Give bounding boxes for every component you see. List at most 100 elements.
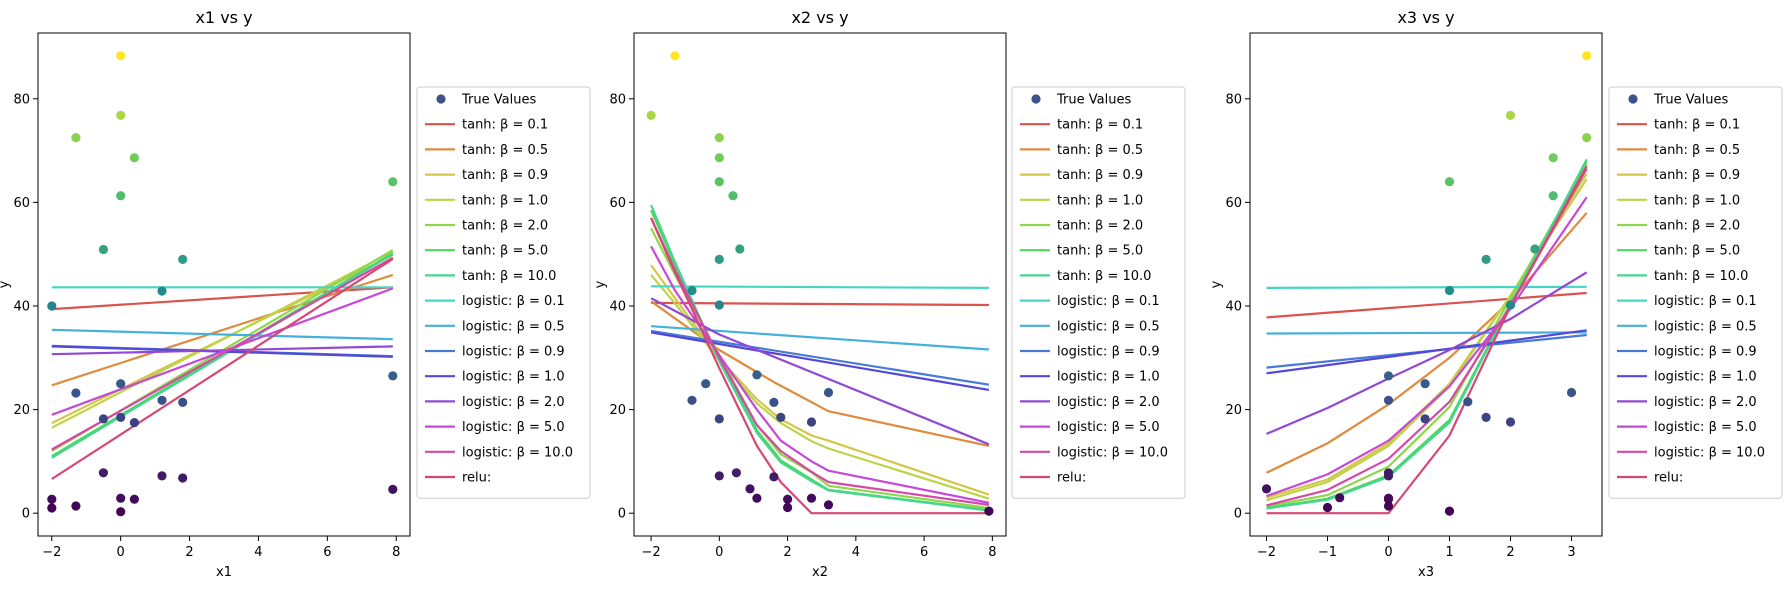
legend-entry: tanh: β = 10.0 xyxy=(1020,269,1151,284)
data-point xyxy=(984,506,994,516)
data-point xyxy=(806,417,817,427)
legend-label: logistic: β = 0.1 xyxy=(462,294,565,309)
x-axis-label: x1 xyxy=(216,565,232,580)
series-line-13 xyxy=(1266,196,1588,498)
legend-entry: tanh: β = 1.0 xyxy=(1617,193,1740,208)
data-point xyxy=(116,412,126,422)
legend-entry: logistic: β = 10.0 xyxy=(1020,445,1168,460)
y-tick-label: 20 xyxy=(609,403,626,418)
x-tick-label: 8 xyxy=(988,545,996,560)
data-point xyxy=(823,387,834,398)
legend-entry: tanh: β = 0.9 xyxy=(425,168,548,183)
data-point xyxy=(1548,191,1558,201)
axes-frame xyxy=(633,32,1007,537)
axes-frame xyxy=(37,32,411,537)
legend-label: tanh: β = 1.0 xyxy=(1057,193,1143,208)
legend-marker xyxy=(1628,94,1638,104)
data-point xyxy=(714,254,724,264)
legend-entry: logistic: β = 1.0 xyxy=(1020,370,1160,385)
series-line-2 xyxy=(51,273,394,387)
legend-label: tanh: β = 1.0 xyxy=(462,193,548,208)
legend-marker xyxy=(436,94,446,104)
legend-entry: relu: xyxy=(1020,471,1086,486)
data-point xyxy=(714,177,724,187)
data-point xyxy=(1548,153,1558,163)
y-tick-label: 40 xyxy=(13,299,30,314)
series-line-8 xyxy=(1266,285,1587,289)
legend-label: logistic: β = 2.0 xyxy=(462,395,565,410)
data-point xyxy=(71,388,81,398)
legend-entry: tanh: β = 10.0 xyxy=(1617,269,1748,284)
x-tick-label: 2 xyxy=(783,545,791,560)
series-line-4 xyxy=(51,250,394,429)
data-point xyxy=(776,412,786,422)
data-point xyxy=(783,494,793,504)
legend-entry: tanh: β = 0.9 xyxy=(1617,168,1740,183)
true-values-points xyxy=(47,51,398,517)
legend-entry: relu: xyxy=(425,471,491,486)
data-point xyxy=(388,371,398,381)
series-line-7 xyxy=(1266,158,1588,510)
legend-entry: tanh: β = 2.0 xyxy=(1020,219,1143,234)
y-axis-label: y xyxy=(593,280,608,288)
subplot-title: x2 vs y xyxy=(791,8,848,27)
data-point xyxy=(388,177,398,187)
data-point xyxy=(1420,414,1430,424)
legend-entry: logistic: β = 0.5 xyxy=(425,319,565,334)
legend-box xyxy=(416,86,591,499)
legend-label: relu: xyxy=(462,471,491,486)
true-values-points xyxy=(646,51,994,516)
legend-label: logistic: β = 10.0 xyxy=(1654,445,1765,460)
data-point xyxy=(1444,285,1455,296)
data-point xyxy=(116,493,126,503)
data-point xyxy=(745,484,755,494)
y-tick-label: 80 xyxy=(13,92,30,107)
y-axis-label: y xyxy=(1209,280,1224,288)
series-lines xyxy=(51,249,394,480)
data-point xyxy=(1322,502,1333,513)
series-line-14 xyxy=(650,217,990,506)
data-point xyxy=(806,493,817,503)
legend-label: tanh: β = 0.1 xyxy=(462,118,548,133)
data-point xyxy=(1582,51,1592,61)
legend-entry: logistic: β = 2.0 xyxy=(1020,395,1160,410)
legend-label: logistic: β = 0.1 xyxy=(1057,294,1160,309)
x-tick-label: −2 xyxy=(641,545,660,560)
series-line-9 xyxy=(51,328,393,341)
data-point xyxy=(116,379,126,389)
data-point xyxy=(178,473,188,483)
legend-label: relu: xyxy=(1654,471,1683,486)
series-line-12 xyxy=(650,297,990,446)
series-line-4 xyxy=(650,274,990,500)
legend-label: logistic: β = 0.5 xyxy=(462,319,565,334)
legend-entry: tanh: β = 0.5 xyxy=(425,143,548,158)
data-point xyxy=(98,414,108,424)
data-point xyxy=(783,502,793,513)
series-line-11 xyxy=(650,331,990,391)
data-point xyxy=(769,397,779,407)
legend-entry: tanh: β = 0.1 xyxy=(1020,118,1143,133)
legend-label: tanh: β = 0.9 xyxy=(1057,168,1143,183)
x-tick-label: 4 xyxy=(852,545,860,560)
legend-entry: logistic: β = 5.0 xyxy=(1020,420,1160,435)
y-tick-label: 0 xyxy=(22,507,30,522)
data-point xyxy=(157,395,167,405)
series-line-15 xyxy=(1266,165,1588,515)
data-point xyxy=(1505,300,1516,310)
x-tick-label: 4 xyxy=(254,545,262,560)
data-point xyxy=(129,153,139,163)
legend-entry: logistic: β = 1.0 xyxy=(1617,370,1757,385)
data-point xyxy=(714,153,724,163)
legend-label: tanh: β = 0.5 xyxy=(462,143,548,158)
x-axis-label: x3 xyxy=(1418,565,1434,580)
legend-entry: logistic: β = 0.9 xyxy=(1020,345,1160,360)
data-point xyxy=(728,191,738,201)
legend-entry: tanh: β = 1.0 xyxy=(425,193,548,208)
true-values-points xyxy=(1261,51,1592,516)
y-tick-label: 60 xyxy=(609,196,626,211)
data-point xyxy=(1261,484,1272,494)
data-point xyxy=(714,414,724,424)
legend-label: tanh: β = 0.5 xyxy=(1057,143,1143,158)
data-point xyxy=(47,494,57,504)
